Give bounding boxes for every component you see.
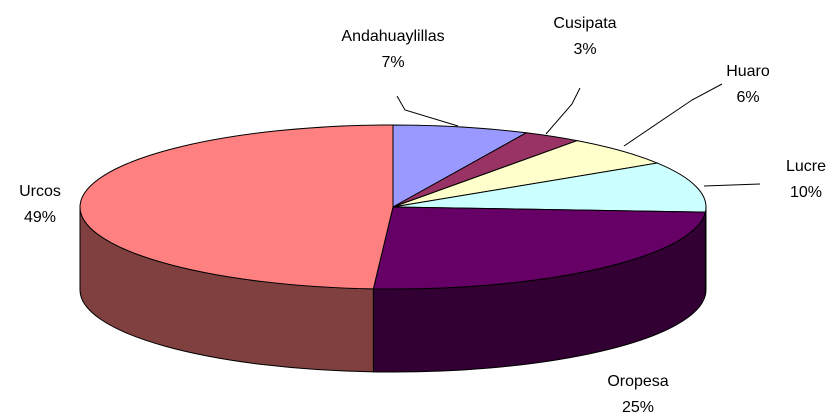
slice bbox=[372, 206, 707, 290]
pie-tops bbox=[79, 124, 707, 290]
slice bbox=[392, 162, 707, 213]
leader-line bbox=[545, 87, 581, 135]
slice bbox=[392, 124, 528, 208]
slice-label: Cusipata bbox=[553, 15, 616, 32]
slice-value-label: 7% bbox=[381, 54, 404, 71]
slice-label: Andahuaylillas bbox=[341, 28, 444, 45]
slice-value-label: 25% bbox=[622, 399, 654, 412]
slice bbox=[79, 124, 394, 290]
slice-label: Urcos bbox=[19, 183, 61, 200]
slice-label: Oropesa bbox=[607, 373, 668, 390]
slice-label: Huaro bbox=[726, 63, 770, 80]
slice-value-label: 49% bbox=[24, 209, 56, 226]
slice-label: Lucre bbox=[786, 158, 826, 175]
pie-sides bbox=[79, 206, 707, 373]
slice bbox=[392, 140, 660, 208]
slice-value-label: 3% bbox=[573, 41, 596, 58]
leader-line bbox=[623, 83, 723, 147]
slice-value-label: 6% bbox=[736, 89, 759, 106]
leader-line bbox=[703, 183, 761, 187]
leader-line bbox=[396, 95, 459, 127]
slice-value-label: 10% bbox=[790, 184, 822, 201]
pie-labels: Andahuaylillas 7% Cusipata 3% Huaro 6% Lucre 10… bbox=[19, 15, 826, 412]
